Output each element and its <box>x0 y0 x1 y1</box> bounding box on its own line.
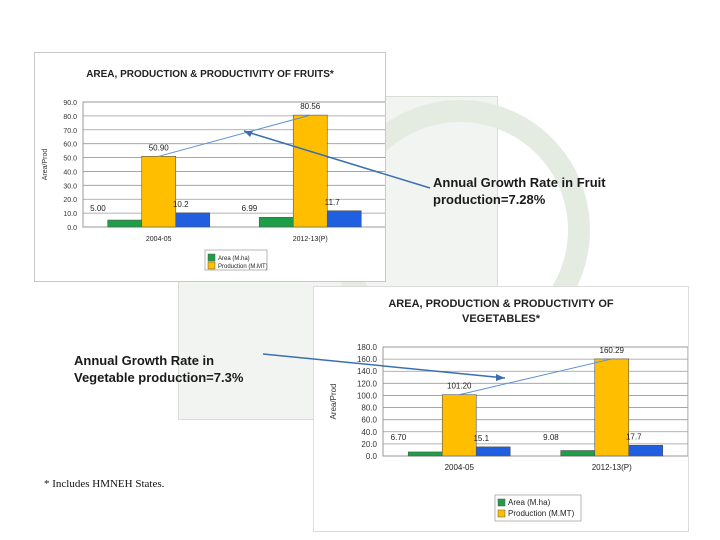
veg-data-label: 9.08 <box>543 433 559 442</box>
fruits-legend-box <box>204 249 268 271</box>
fruit-growth-callout: Annual Growth Rate in Fruit production=7… <box>433 174 606 208</box>
veg-ylabel: Area/Prod <box>329 383 338 419</box>
fruits-chart-title: AREA, PRODUCTION & PRODUCTIVITY OF FRUIT… <box>86 69 334 80</box>
veg-data-label: 15.1 <box>473 434 489 443</box>
veg-bar <box>594 358 630 457</box>
fruits-production-trend-line <box>158 114 311 157</box>
veg-legend-label: Area (M.ha) <box>508 498 551 507</box>
fruits-ylabel: Area/Prod <box>42 149 49 181</box>
fruits-ytick-label: 40.0 <box>63 169 77 176</box>
fruits-ytick-label: 60.0 <box>63 142 77 149</box>
fruits-ytick-label: 0.0 <box>67 225 77 232</box>
fruits-legend-swatch <box>207 261 216 270</box>
fruits-data-label: 10.2 <box>173 200 189 209</box>
fruits-ytick-label: 50.0 <box>63 156 77 163</box>
footnote: * Includes HMNEH States. <box>44 478 165 490</box>
veg-legend-box <box>494 494 582 522</box>
veg-bar <box>628 444 664 457</box>
veg-data-label: 101.20 <box>447 382 472 391</box>
veg-ytick-label: 120.0 <box>357 379 378 388</box>
fruits-chart: 0.0 10.0 20.0 30.0 40.0 50.0 60.0 70.0 80.0 90.0 A… <box>42 100 385 271</box>
fruits-ytick-label: 80.0 <box>63 114 77 121</box>
vegetables-chart-panel: AREA, PRODUCTION & PRODUCTIVITY OF VEGET… <box>313 286 689 532</box>
vegetables-chart-title-line-1: AREA, PRODUCTION & PRODUCTIVITY OF <box>388 298 614 310</box>
vegetables-chart-title-line-2: VEGETABLES* <box>461 313 541 325</box>
veg-bar <box>407 451 443 457</box>
veg-legend-label: Production (M.MT) <box>508 509 575 518</box>
fruits-chart-panel: AREA, PRODUCTION & PRODUCTIVITY OF FRUIT… <box>34 52 386 282</box>
veg-bar <box>441 394 477 457</box>
fruits-category-label: 2012-13(P) <box>293 236 328 243</box>
veg-data-label: 17.7 <box>626 432 642 441</box>
veg-bar <box>475 446 511 457</box>
vegetables-chart: 0.0 20.0 40.0 60.0 80.0 100.0 120.0 140.0 160.0 1… <box>329 343 688 522</box>
fruits-legend-label: Area (M.ha) <box>218 256 250 262</box>
veg-ytick-label: 40.0 <box>361 428 377 437</box>
veg-ytick-label: 80.0 <box>361 404 377 413</box>
veg-data-label: 6.70 <box>391 433 407 442</box>
veg-category-label: 2004-05 <box>445 463 475 472</box>
vegetables-chart-title: AREA, PRODUCTION & PRODUCTIVITY OF VEGET… <box>314 297 688 327</box>
fruit-callout-line-1: Annual Growth Rate in Fruit <box>433 175 606 190</box>
fruits-plot-area <box>82 101 385 228</box>
fruits-data-label: 50.90 <box>149 143 170 152</box>
vegetable-growth-callout: Annual Growth Rate in Vegetable producti… <box>74 352 243 386</box>
fruits-ytick-label: 70.0 <box>63 128 77 135</box>
veg-ytick-label: 160.0 <box>357 355 378 364</box>
veg-ytick-label: 100.0 <box>357 391 378 400</box>
fruits-bar <box>141 156 177 228</box>
vegetable-callout-line-2: Vegetable production=7.3% <box>74 370 244 385</box>
veg-ytick-label: 180.0 <box>357 343 378 352</box>
fruits-bar <box>326 210 362 228</box>
fruits-bar <box>107 219 143 228</box>
fruits-bar <box>258 216 294 228</box>
veg-legend-swatch <box>497 498 506 507</box>
fruits-ytick-label: 10.0 <box>63 211 77 218</box>
veg-ytick-label: 60.0 <box>361 416 377 425</box>
fruits-ytick-label: 90.0 <box>63 100 77 107</box>
fruits-data-label: 80.56 <box>300 102 321 111</box>
veg-ytick-label: 0.0 <box>366 452 378 461</box>
veg-data-label: 160.29 <box>600 346 625 355</box>
veg-plot-area <box>382 346 688 457</box>
veg-ytick-label: 140.0 <box>357 367 378 376</box>
veg-production-trend-line <box>459 358 612 396</box>
fruits-ytick-label: 20.0 <box>63 197 77 204</box>
fruits-legend-swatch <box>207 253 216 262</box>
fruits-legend-label: Production (M.MT) <box>218 264 268 270</box>
vegetable-callout-line-1: Annual Growth Rate in <box>74 353 215 368</box>
veg-ytick-label: 20.0 <box>361 440 377 449</box>
veg-legend-swatch <box>497 509 506 518</box>
veg-category-label: 2012-13(P) <box>592 463 632 472</box>
fruits-data-label: 11.7 <box>325 198 341 207</box>
fruits-category-label: 2004-05 <box>146 236 172 243</box>
fruits-bar <box>292 114 328 228</box>
veg-bar <box>560 450 596 457</box>
fruits-bar <box>175 212 211 228</box>
fruit-callout-line-2: production=7.28% <box>433 192 546 207</box>
fruits-data-label: 5.00 <box>90 204 106 213</box>
fruits-data-label: 6.99 <box>242 204 258 213</box>
fruits-ytick-label: 30.0 <box>63 183 77 190</box>
